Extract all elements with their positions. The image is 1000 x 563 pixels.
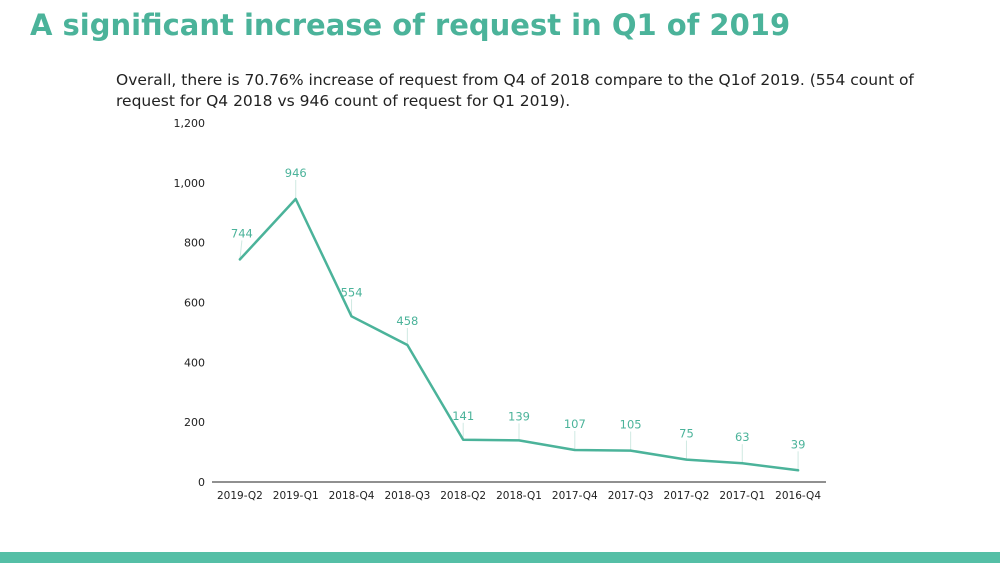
x-tick-label: 2018-Q2	[440, 490, 486, 502]
y-tick-label: 1,200	[174, 117, 206, 130]
x-axis-ticks: 2019-Q2 2019-Q1 2018-Q4 2018-Q3 2018-Q2 2018-…	[217, 490, 821, 502]
x-tick-label: 2016-Q4	[775, 490, 821, 502]
x-tick-label: 2019-Q2	[217, 490, 263, 502]
x-tick-label: 2017-Q2	[664, 490, 710, 502]
series-line	[238, 197, 800, 472]
x-tick-label: 2017-Q4	[552, 490, 598, 502]
y-tick-label: 0	[198, 476, 205, 489]
data-label-leaders	[239, 179, 799, 471]
y-tick-label: 400	[184, 356, 205, 369]
data-label: 141	[452, 409, 474, 423]
y-tick-label: 1,000	[174, 177, 206, 190]
slide-title: A significant increase of request in Q1 …	[30, 8, 791, 42]
data-label: 75	[679, 427, 694, 441]
y-tick-label: 600	[184, 297, 205, 310]
x-tick-label: 2018-Q4	[329, 490, 375, 502]
data-label: 458	[396, 314, 418, 328]
x-tick-label: 2018-Q1	[496, 490, 542, 502]
x-tick-label: 2017-Q1	[719, 490, 765, 502]
data-label: 554	[341, 285, 363, 299]
data-label: 39	[791, 437, 806, 451]
line-chart: 0 200 400 600 800 1,000 1,200 744 946 554 458 141 1…	[174, 117, 826, 502]
y-tick-label: 200	[184, 416, 205, 429]
data-labels: 744 946 554 458 141 139 107 105 75 63 39	[231, 166, 805, 451]
data-label: 744	[231, 226, 253, 240]
y-tick-label: 800	[184, 237, 205, 250]
data-label: 139	[508, 409, 530, 423]
data-label: 946	[285, 166, 307, 180]
x-tick-label: 2019-Q1	[273, 490, 319, 502]
y-axis-ticks: 0 200 400 600 800 1,000 1,200	[174, 117, 206, 489]
data-label-leader	[239, 240, 243, 260]
footer-bar	[0, 552, 1000, 563]
data-label: 105	[620, 418, 642, 432]
x-tick-label: 2017-Q3	[608, 490, 654, 502]
data-label: 63	[735, 430, 750, 444]
slide-subtitle: Overall, there is 70.76% increase of req…	[116, 71, 914, 110]
data-label: 107	[564, 417, 586, 431]
x-tick-label: 2018-Q3	[384, 490, 430, 502]
